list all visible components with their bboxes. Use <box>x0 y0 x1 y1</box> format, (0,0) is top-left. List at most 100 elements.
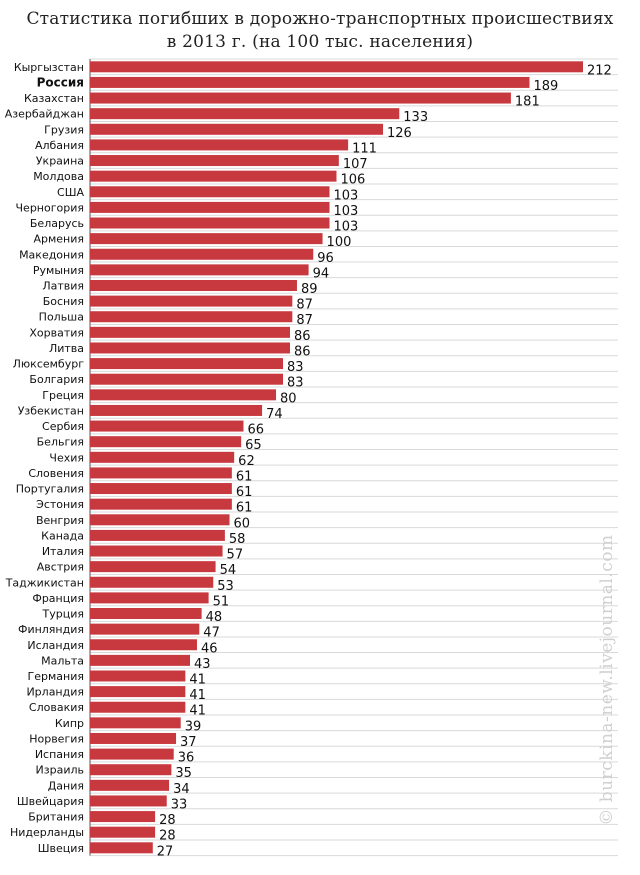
category-label: Хорватия <box>29 326 84 339</box>
bar <box>90 373 284 385</box>
value-label: 46 <box>201 641 218 656</box>
bar <box>90 326 290 338</box>
value-label: 189 <box>534 79 559 94</box>
category-label: Россия <box>37 75 84 89</box>
category-label: Израиль <box>36 764 84 777</box>
category-label: Испания <box>35 748 84 761</box>
bar <box>90 404 263 416</box>
category-label: Литва <box>49 342 84 355</box>
value-label: 66 <box>247 423 264 438</box>
category-label: Швеция <box>38 842 84 855</box>
bar <box>90 248 314 260</box>
value-label: 86 <box>294 329 311 344</box>
bar <box>90 264 309 276</box>
bar <box>90 811 156 823</box>
category-label: Албания <box>35 139 84 152</box>
value-label: 48 <box>206 610 223 625</box>
bar <box>90 764 172 776</box>
category-label: Узбекистан <box>18 404 84 417</box>
category-label: Чехия <box>49 451 84 464</box>
bar <box>90 358 284 370</box>
value-label: 111 <box>352 141 377 156</box>
value-label: 43 <box>194 657 211 672</box>
value-label: 37 <box>180 735 197 750</box>
category-label: Ирландия <box>26 686 84 699</box>
category-label: Босния <box>43 295 84 308</box>
bar <box>90 155 339 167</box>
bar <box>90 420 244 432</box>
watermark-text: © burckina-new.livejournal.com <box>597 534 617 826</box>
category-label: Кыргызстан <box>14 61 84 74</box>
bar <box>90 311 293 323</box>
bar <box>90 436 242 448</box>
category-label: Словакия <box>29 701 84 714</box>
value-label: 87 <box>296 313 313 328</box>
category-label: Турция <box>42 608 84 621</box>
category-label: Канада <box>41 529 84 542</box>
category-label: Сербия <box>42 420 84 433</box>
category-label: Азербайджан <box>5 108 84 121</box>
grid-layer <box>89 58 618 857</box>
bar <box>90 826 156 838</box>
value-label: 33 <box>171 797 188 812</box>
category-label: Люксембург <box>13 358 85 371</box>
value-label: 86 <box>294 344 311 359</box>
bar <box>90 795 167 807</box>
bar <box>90 201 330 213</box>
value-label: 41 <box>189 704 206 719</box>
category-label: Финляндия <box>18 623 84 636</box>
bar <box>90 139 349 151</box>
value-label: 61 <box>236 469 253 484</box>
value-label: 61 <box>236 485 253 500</box>
bar <box>90 608 202 620</box>
value-label: 100 <box>327 235 352 250</box>
value-label: 53 <box>217 579 234 594</box>
value-label: 181 <box>515 95 540 110</box>
bar <box>90 842 153 854</box>
value-label: 34 <box>173 782 190 797</box>
category-label: Словения <box>28 467 84 480</box>
value-label: 39 <box>185 719 202 734</box>
category-label: Нидерланды <box>10 826 84 839</box>
value-label: 61 <box>236 501 253 516</box>
bar <box>90 592 209 604</box>
value-label: 41 <box>189 688 206 703</box>
category-label: Беларусь <box>30 217 84 230</box>
value-label: 126 <box>387 126 412 141</box>
value-label: 212 <box>587 63 612 78</box>
category-label: Румыния <box>33 264 84 277</box>
bar <box>90 76 530 88</box>
bar <box>90 529 225 541</box>
bar <box>90 701 186 713</box>
category-label: Дания <box>48 779 84 792</box>
value-label: 87 <box>296 298 313 313</box>
bar <box>90 654 190 666</box>
bar <box>90 748 174 760</box>
category-label: Молдова <box>33 170 84 183</box>
value-label: 94 <box>313 266 330 281</box>
category-label: Британия <box>28 811 84 824</box>
category-label: Португалия <box>16 483 84 496</box>
category-label: Эстония <box>36 498 84 511</box>
category-label: Греция <box>42 389 84 402</box>
category-label: Казахстан <box>24 92 84 105</box>
category-label: Армения <box>33 233 84 246</box>
value-label: 62 <box>238 454 255 469</box>
bar <box>90 514 230 526</box>
value-label: 107 <box>343 157 368 172</box>
value-label: 133 <box>403 110 428 125</box>
value-label: 47 <box>203 626 220 641</box>
category-label: США <box>57 186 84 199</box>
bar <box>90 639 197 651</box>
bar <box>90 483 232 495</box>
value-label: 106 <box>341 173 366 188</box>
value-label: 41 <box>189 672 206 687</box>
value-label: 36 <box>178 751 195 766</box>
value-label: 83 <box>287 360 304 375</box>
category-label: Македония <box>19 248 84 261</box>
category-label: Польша <box>39 311 84 324</box>
bar <box>90 61 583 73</box>
bar <box>90 576 214 588</box>
bar <box>90 717 181 729</box>
